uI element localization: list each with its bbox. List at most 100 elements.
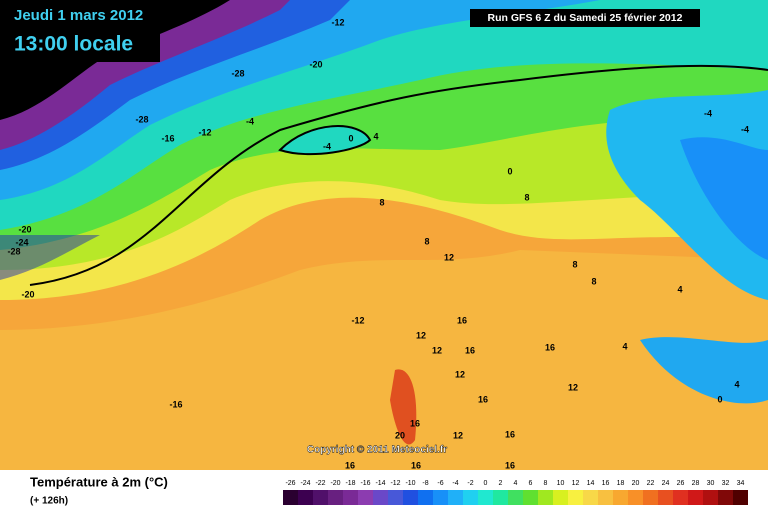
color-bar-label: -24 xyxy=(300,480,310,487)
color-bar-label: -20 xyxy=(330,480,340,487)
color-bar-label: 0 xyxy=(484,480,488,487)
color-swatch xyxy=(328,490,343,505)
color-swatch xyxy=(403,490,418,505)
contour-label: -12 xyxy=(198,127,211,137)
color-bar-label: 26 xyxy=(677,480,685,487)
color-bar-label: 18 xyxy=(617,480,625,487)
contour-label: 8 xyxy=(424,236,429,246)
contour-label: 12 xyxy=(453,430,463,440)
contour-label: 16 xyxy=(465,345,475,355)
contour-label: 8 xyxy=(591,276,596,286)
contour-label: -4 xyxy=(704,108,712,118)
contour-label: 0 xyxy=(717,394,722,404)
header-box xyxy=(0,0,160,62)
color-swatch xyxy=(583,490,598,505)
color-bar-label: -6 xyxy=(437,480,443,487)
color-bar-label: 20 xyxy=(632,480,640,487)
color-swatch xyxy=(718,490,733,505)
color-swatch xyxy=(688,490,703,505)
color-bar-label: -8 xyxy=(422,480,428,487)
color-swatch xyxy=(733,490,748,505)
contour-line xyxy=(278,125,372,156)
contour-label: 16 xyxy=(505,429,515,439)
contour-label: -16 xyxy=(169,399,182,409)
color-bar-label: 14 xyxy=(587,480,595,487)
color-swatch xyxy=(463,490,478,505)
contour-label: -28 xyxy=(231,68,244,78)
temperature-field xyxy=(0,0,768,470)
color-swatch xyxy=(613,490,628,505)
contour-label: -20 xyxy=(18,224,31,234)
contour-label: 4 xyxy=(373,131,378,141)
color-swatch xyxy=(703,490,718,505)
color-swatch xyxy=(628,490,643,505)
color-swatch xyxy=(448,490,463,505)
color-swatch xyxy=(433,490,448,505)
color-bar-label: -14 xyxy=(375,480,385,487)
color-swatch xyxy=(538,490,553,505)
color-bar-label: 24 xyxy=(662,480,670,487)
color-bar-label: -16 xyxy=(360,480,370,487)
color-swatch xyxy=(478,490,493,505)
color-swatch xyxy=(283,490,298,505)
color-bar-label: 22 xyxy=(647,480,655,487)
color-swatch xyxy=(388,490,403,505)
contour-label: 12 xyxy=(568,382,578,392)
contour-label: 4 xyxy=(622,341,627,351)
time-label: 13:00 locale xyxy=(14,33,133,56)
color-bar-label: 4 xyxy=(514,480,518,487)
contour-label: 8 xyxy=(379,197,384,207)
contour-label: -4 xyxy=(741,124,749,134)
color-bar-label: -18 xyxy=(345,480,355,487)
color-swatch xyxy=(313,490,328,505)
contour-label: -12 xyxy=(351,315,364,325)
contour-label: 12 xyxy=(432,345,442,355)
color-swatch xyxy=(418,490,433,505)
contour-label: 12 xyxy=(416,330,426,340)
color-swatch xyxy=(343,490,358,505)
color-bar-label: -10 xyxy=(405,480,415,487)
contour-label: 0 xyxy=(507,166,512,176)
color-bar-label: 8 xyxy=(544,480,548,487)
contour-label: -4 xyxy=(246,116,254,126)
contour-label: 16 xyxy=(478,394,488,404)
contour-label: 16 xyxy=(411,460,421,470)
contour-label: 0 xyxy=(348,133,353,143)
contour-label: 4 xyxy=(734,379,739,389)
color-swatch xyxy=(553,490,568,505)
color-swatch xyxy=(658,490,673,505)
color-swatch xyxy=(523,490,538,505)
run-label: Run GFS 6 Z du Samedi 25 février 2012 xyxy=(488,12,683,24)
contour-label: 8 xyxy=(524,192,529,202)
contour-label: -28 xyxy=(7,246,20,256)
color-swatch xyxy=(643,490,658,505)
color-bar-label: 34 xyxy=(737,480,745,487)
color-bar-label: -4 xyxy=(452,480,458,487)
lead-time: (+ 126h) xyxy=(30,496,68,507)
color-bar-label: -26 xyxy=(285,480,295,487)
color-swatch xyxy=(508,490,523,505)
color-bar-label: -2 xyxy=(467,480,473,487)
contour-label: 16 xyxy=(505,460,515,470)
contour-label: 16 xyxy=(545,342,555,352)
contour-label: 16 xyxy=(457,315,467,325)
contour-label: 12 xyxy=(455,369,465,379)
color-bar-label: 2 xyxy=(499,480,503,487)
contour-label: 4 xyxy=(677,284,682,294)
color-bar: -26 -24 -22 -20 -18 -16 -14 -12 -10 -8 -6 -4 -2 0 2 4 6 8… xyxy=(283,480,748,505)
color-swatch xyxy=(298,490,313,505)
contour-line xyxy=(29,64,768,286)
color-swatch xyxy=(493,490,508,505)
color-bar-label: 32 xyxy=(722,480,730,487)
contour-label: 20 xyxy=(395,430,405,440)
contour-label: 16 xyxy=(410,418,420,428)
contour-label: -12 xyxy=(331,17,344,27)
contour-label: -4 xyxy=(323,141,331,151)
color-bar-label: 12 xyxy=(572,480,580,487)
contour-label: -20 xyxy=(21,289,34,299)
contour-label: -24 xyxy=(15,237,28,247)
color-swatch xyxy=(568,490,583,505)
contour-label: -20 xyxy=(309,59,322,69)
